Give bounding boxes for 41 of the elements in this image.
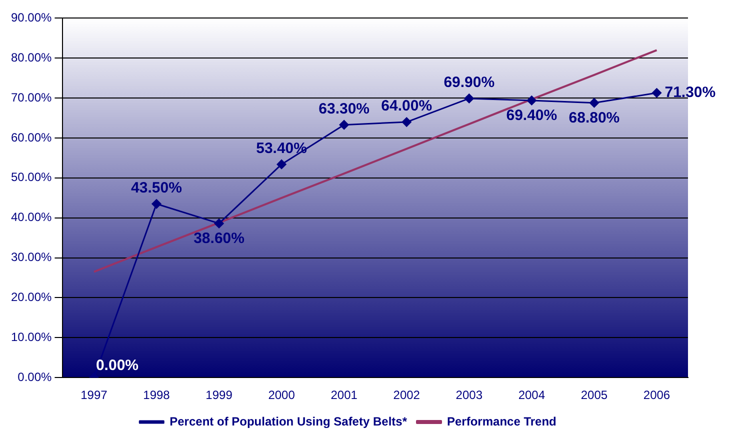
point xyxy=(339,120,349,130)
x-tick-label: 1997 xyxy=(80,388,108,402)
y-tick-label: 20.00% xyxy=(10,290,52,304)
y-tick-label: 90.00% xyxy=(10,10,52,25)
y-tick-label: 10.00% xyxy=(10,330,52,344)
x-tick-label: 1998 xyxy=(143,388,170,402)
x-tick-label: 2004 xyxy=(518,388,546,402)
x-tick-label: 2002 xyxy=(393,388,420,402)
data-label: 71.30% xyxy=(664,84,716,102)
data-label: 68.80% xyxy=(568,110,620,126)
data-label: 64.00% xyxy=(381,98,432,115)
x-tick-label: 2005 xyxy=(580,388,608,402)
data-label: 53.40% xyxy=(256,140,307,157)
y-tick-label: 60.00% xyxy=(10,130,52,144)
x-tick-label: 1999 xyxy=(206,388,233,402)
point xyxy=(276,160,286,170)
y-tick-label: 30.00% xyxy=(10,250,52,264)
legend-label: Percent of Population Using Safety Belts* xyxy=(170,414,408,428)
data-label: 63.30% xyxy=(318,100,370,118)
x-tick-label: 2003 xyxy=(456,388,483,402)
point xyxy=(652,88,662,98)
y-tick-label: 80.00% xyxy=(10,50,52,64)
y-tick-label: 40.00% xyxy=(10,210,52,224)
data-label: 38.60% xyxy=(194,230,244,248)
point xyxy=(526,96,536,106)
data-label: 0.00% xyxy=(96,357,139,374)
y-tick-label: 0.00% xyxy=(18,370,52,384)
point xyxy=(589,98,599,108)
y-tick-label: 50.00% xyxy=(10,170,52,184)
point xyxy=(152,199,162,209)
y-tick-label: 70.00% xyxy=(10,90,52,104)
point xyxy=(402,117,412,127)
data-label: 43.50% xyxy=(131,180,182,197)
data-label: 69.40% xyxy=(506,107,558,124)
point xyxy=(464,94,474,104)
x-tick-label: 2000 xyxy=(268,388,296,402)
x-tick-label: 2006 xyxy=(643,388,670,402)
data-label: 69.90% xyxy=(444,74,495,92)
legend-label: Performance Trend xyxy=(447,414,556,428)
x-tick-label: 2001 xyxy=(330,388,358,402)
point xyxy=(214,218,224,228)
